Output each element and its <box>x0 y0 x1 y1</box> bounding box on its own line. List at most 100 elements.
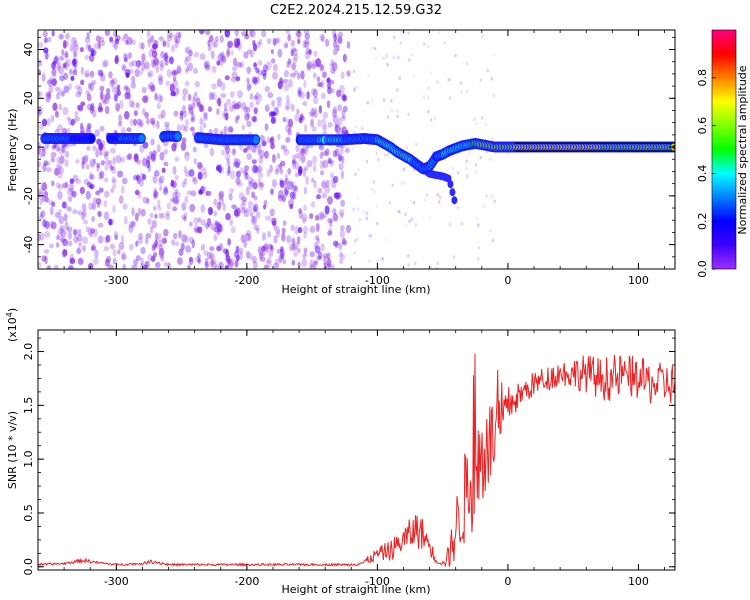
spectrogram-speckle <box>39 198 43 206</box>
spectrogram-speckle <box>38 90 41 98</box>
spectrogram-speckle <box>207 44 212 52</box>
spectrogram-speckle <box>166 35 173 42</box>
spectrogram-speckle <box>460 222 464 226</box>
spectrogram-speckle <box>293 69 298 75</box>
spectrogram-speckle <box>280 246 284 253</box>
spectrogram-speckle <box>41 118 48 127</box>
spectrogram-speckle <box>391 183 394 188</box>
spectrogram-speckle <box>215 35 219 43</box>
spectrogram-speckle <box>466 89 469 94</box>
spectrogram-speckle <box>131 75 136 84</box>
spectrogram-speckle <box>38 187 44 197</box>
spectrogram-speckle <box>341 237 347 245</box>
spectrogram-speckle <box>54 167 59 176</box>
spectrogram-marks <box>38 30 675 269</box>
spectrogram-speckle <box>94 129 100 137</box>
spectrogram-speckle <box>371 187 374 192</box>
spectrogram-speckle <box>97 235 104 244</box>
colorbar-ticks: 0.0 0.2 0.4 0.6 0.8 <box>696 69 716 278</box>
spectrogram-speckle <box>327 230 333 237</box>
spectrogram-speckle <box>429 71 432 76</box>
spectrogram-speckle <box>177 66 182 75</box>
spectrogram-speckle <box>331 182 337 189</box>
spectrogram-speckle <box>211 41 217 48</box>
spectrogram-frame <box>37 29 676 270</box>
spectrogram-speckle <box>292 57 298 65</box>
spectrogram-speckle <box>129 221 135 229</box>
spectrogram-speckle <box>51 30 55 37</box>
spectrogram-speckle <box>238 192 245 201</box>
spectrogram-speckle <box>158 76 164 86</box>
spectrogram-speckle <box>86 145 91 151</box>
spectrogram-speckle <box>50 180 55 187</box>
spectrogram-speckle <box>211 261 217 269</box>
spectrogram-speckle <box>255 67 260 74</box>
spectrogram-speckle <box>472 117 476 122</box>
spectrogram-speckle <box>264 151 269 159</box>
spectrogram-speckle <box>332 48 338 56</box>
spectrogram-speckle <box>370 97 374 102</box>
spectrogram-speckle <box>38 261 42 268</box>
spectrogram-speckle <box>131 207 135 217</box>
spectrogram-speckle <box>303 30 310 35</box>
spectrogram-speckle <box>437 30 441 35</box>
spectrogram-speckle <box>204 261 209 269</box>
spectrogram-speckle <box>339 229 346 239</box>
spectrogram-speckle <box>106 88 111 95</box>
spectrogram-speckle <box>174 188 179 195</box>
spectrogram-speckle <box>146 197 150 205</box>
spectrogram-speckle <box>451 166 455 171</box>
spectrogram-speckle <box>251 159 257 165</box>
spectrogram-speckle <box>55 92 61 100</box>
spectrogram-speckle <box>295 30 302 38</box>
spectrogram-speckle <box>333 33 337 42</box>
spectrogram-speckle <box>187 93 192 102</box>
spectrogram-speckle <box>328 159 334 165</box>
spectrogram-speckle <box>253 62 257 67</box>
colorbar-tick-label: 0.4 <box>696 165 709 183</box>
spectrogram-speckle <box>165 80 171 86</box>
spectrogram-speckle <box>172 165 177 175</box>
spectrogram-speckle <box>234 30 239 37</box>
spectrogram-speckle <box>93 42 99 50</box>
spectrogram-speckle <box>218 196 225 206</box>
spectrogram-speckle <box>117 170 124 178</box>
spectrogram-speckle <box>329 219 333 228</box>
spectrogram-wing-blob <box>447 180 454 189</box>
spectrogram-speckle <box>304 166 308 171</box>
spectrogram-speckle <box>313 260 317 269</box>
spectrogram-speckle <box>271 154 276 164</box>
spectrogram-speckle <box>141 173 147 181</box>
spectrogram-speckle <box>123 33 129 39</box>
spectrogram-speckle <box>220 51 225 58</box>
spectrogram-speckle <box>270 188 274 196</box>
spectrogram-speckle <box>390 108 394 113</box>
spectrogram-speckle <box>113 94 117 102</box>
spectrogram-speckle <box>121 177 128 185</box>
spectrogram-speckle <box>132 118 137 126</box>
spectrogram-speckle <box>206 218 212 227</box>
spectrogram-speckle <box>164 261 168 267</box>
spectrogram-speckle <box>422 95 426 99</box>
spectrogram-speckle <box>64 52 69 59</box>
spectrogram-speckle <box>397 209 400 214</box>
spectrogram-speckle <box>157 199 161 208</box>
spectrogram-speckle <box>79 47 84 53</box>
spectrogram-speckle <box>311 107 317 115</box>
spectrogram-speckle <box>271 99 275 107</box>
spectrogram-speckle <box>218 190 225 198</box>
spectrogram-speckle <box>128 68 134 74</box>
spectrogram-speckle <box>302 217 306 224</box>
spectrogram-speckle <box>257 148 261 156</box>
spectrogram-speckle <box>91 109 97 118</box>
spectrogram-speckle <box>352 207 355 212</box>
spectrogram-speckle <box>106 255 112 263</box>
spectrogram-speckle <box>138 41 144 50</box>
spectrogram-speckle <box>50 114 55 123</box>
spectrogram-speckle <box>197 252 201 261</box>
spectrogram-speckle <box>198 30 205 35</box>
spectrogram-speckle <box>481 116 484 120</box>
spectrogram-speckle <box>192 67 199 75</box>
spectrogram-speckle <box>221 55 227 63</box>
